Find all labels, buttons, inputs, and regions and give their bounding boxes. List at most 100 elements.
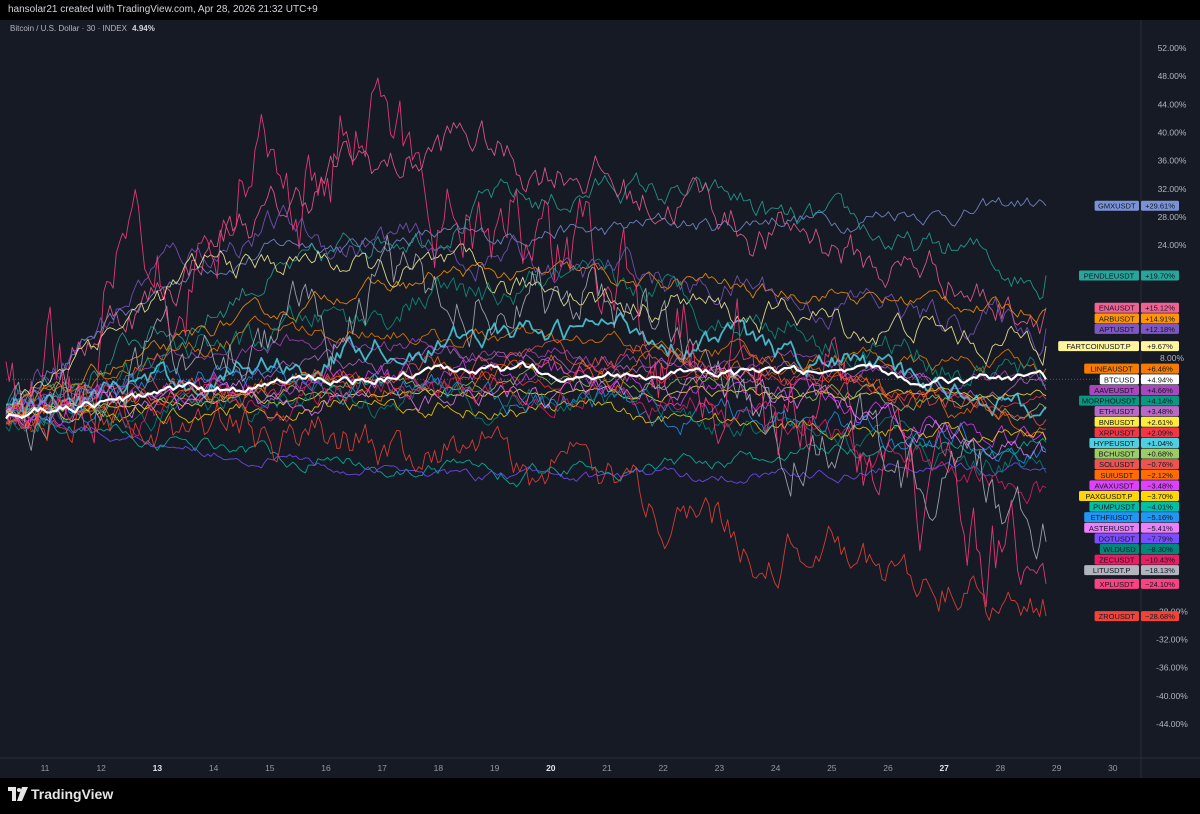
series-value-tag bbox=[1141, 480, 1179, 491]
y-tick-label: 52.00% bbox=[1158, 43, 1187, 53]
series-value-label: −10.43% bbox=[1145, 556, 1175, 565]
series-line-asterusdt[interactable] bbox=[5, 365, 1047, 460]
series-value-label: −5.16% bbox=[1147, 513, 1173, 522]
series-value-tag bbox=[1141, 341, 1179, 352]
series-name-label: BNBUSDT bbox=[1099, 418, 1135, 427]
series-value-tag bbox=[1141, 522, 1179, 533]
series-name-tag bbox=[1094, 302, 1139, 313]
series-line-btcusd[interactable] bbox=[5, 361, 1047, 420]
x-tick-label: 29 bbox=[1052, 763, 1062, 773]
series-name-tag bbox=[1089, 501, 1139, 512]
brand-logo[interactable]: TradingView bbox=[8, 786, 113, 802]
x-tick-label: 17 bbox=[377, 763, 387, 773]
y-tick-label: -36.00% bbox=[1156, 663, 1188, 673]
x-tick-label: 21 bbox=[602, 763, 612, 773]
y-tick-label: 40.00% bbox=[1158, 128, 1187, 138]
series-line-aptusdt[interactable] bbox=[5, 204, 1047, 425]
series-line-aaveusdt[interactable] bbox=[5, 334, 1047, 425]
series-value-tag bbox=[1141, 543, 1179, 554]
series-name-label: PENDLEUSDT bbox=[1084, 271, 1135, 280]
symbol-legend[interactable]: Bitcoin / U.S. Dollar · 30 · INDEX 4.94% bbox=[10, 24, 155, 33]
series-name-label: AVAXUSDT bbox=[1095, 481, 1135, 490]
series-value-label: +19.70% bbox=[1145, 271, 1175, 280]
series-value-label: +4.94% bbox=[1147, 375, 1173, 384]
series-line-suiusdt[interactable] bbox=[5, 345, 1047, 438]
series-line-dotusdt[interactable] bbox=[5, 414, 1047, 484]
series-value-label: +29.61% bbox=[1145, 202, 1175, 211]
series-value-label: −3.48% bbox=[1147, 481, 1173, 490]
series-value-tag bbox=[1141, 313, 1179, 324]
series-name-label: BTCUSD bbox=[1104, 375, 1135, 384]
series-value-label: +9.67% bbox=[1147, 342, 1173, 351]
series-value-label: +2.61% bbox=[1147, 418, 1173, 427]
series-name-tag bbox=[1094, 578, 1139, 589]
series-line-litusdt-p[interactable] bbox=[5, 234, 1047, 560]
series-value-label: +2.09% bbox=[1147, 428, 1173, 437]
series-name-label: SOLUSDT bbox=[1099, 460, 1135, 469]
series-value-label: +3.48% bbox=[1147, 407, 1173, 416]
series-name-tag bbox=[1094, 554, 1139, 565]
series-name-tag bbox=[1084, 512, 1139, 523]
series-value-label: −28.68% bbox=[1145, 612, 1175, 621]
series-name-label: AAVEUSDT bbox=[1094, 386, 1134, 395]
y-tick-label: 44.00% bbox=[1158, 99, 1187, 109]
series-line-enausdt[interactable] bbox=[5, 120, 1047, 429]
y-tick-label: 8.00% bbox=[1160, 353, 1185, 363]
series-line-xrpusdt[interactable] bbox=[5, 364, 1047, 415]
series-name-label: ASTERUSDT bbox=[1089, 524, 1135, 533]
credit-text: hansolar21 created with TradingView.com,… bbox=[8, 4, 318, 15]
x-tick-label: 19 bbox=[490, 763, 500, 773]
series-name-label: DOTUSDT bbox=[1099, 534, 1136, 543]
series-value-label: −2.12% bbox=[1147, 471, 1173, 480]
x-tick-label: 24 bbox=[771, 763, 781, 773]
series-name-tag bbox=[1089, 384, 1139, 395]
series-line-zrousdt[interactable] bbox=[5, 385, 1047, 621]
series-name-label: LITUSDT.P bbox=[1093, 566, 1131, 575]
brand-text: TradingView bbox=[31, 786, 114, 802]
series-value-tag bbox=[1141, 469, 1179, 480]
series-name-tag bbox=[1094, 427, 1139, 438]
series-value-label: +0.68% bbox=[1147, 450, 1173, 459]
y-tick-label: 36.00% bbox=[1158, 156, 1187, 166]
y-tick-label: 32.00% bbox=[1158, 184, 1187, 194]
x-tick-label: 11 bbox=[41, 763, 50, 773]
series-value-label: −7.79% bbox=[1147, 534, 1173, 543]
series-line-zecusdt[interactable] bbox=[5, 374, 1047, 505]
tradingview-logo-icon bbox=[8, 787, 28, 801]
series-name-label: ARBUSDT bbox=[1099, 314, 1135, 323]
series-line-pumpusdt[interactable] bbox=[5, 406, 1047, 488]
series-value-tag bbox=[1141, 501, 1179, 512]
x-tick-label: 13 bbox=[153, 763, 163, 773]
y-tick-label: -44.00% bbox=[1156, 719, 1188, 729]
comparison-chart[interactable]: 52.00% 48.00% 44.00% 40.00% 36.00% 32.00% 28.0… bbox=[0, 0, 1200, 778]
series-line-arbusdt[interactable] bbox=[5, 260, 1047, 413]
series-value-label: −5.41% bbox=[1147, 524, 1173, 533]
x-tick-label: 14 bbox=[209, 763, 219, 773]
series-value-label: −4.01% bbox=[1147, 503, 1173, 512]
series-value-label: +15.12% bbox=[1145, 304, 1175, 313]
series-name-label: ETHFIUSDT bbox=[1091, 513, 1134, 522]
series-line-fartcoinusdt-p[interactable] bbox=[5, 243, 1047, 415]
series-line-morphousdt[interactable] bbox=[5, 258, 1047, 433]
series-name-tag bbox=[1094, 406, 1139, 417]
series-name-tag bbox=[1089, 437, 1139, 448]
series-value-tag bbox=[1141, 427, 1179, 438]
y-tick-label: -40.00% bbox=[1156, 691, 1188, 701]
series-line-lineausdt[interactable] bbox=[5, 315, 1047, 418]
series-name-tag bbox=[1094, 459, 1139, 470]
footer bbox=[0, 778, 1200, 814]
x-tick-label: 23 bbox=[715, 763, 725, 773]
series-name-tag bbox=[1089, 480, 1139, 491]
series-line-xplusdt[interactable] bbox=[5, 77, 1047, 608]
series-line-wldusd[interactable] bbox=[5, 378, 1047, 476]
series-value-tag bbox=[1141, 512, 1179, 523]
series-line-pendleusdt[interactable] bbox=[5, 172, 1047, 410]
series-value-label: +6.46% bbox=[1147, 365, 1173, 374]
x-tick-label: 18 bbox=[434, 763, 444, 773]
series-name-label: ETHUSDT bbox=[1099, 407, 1135, 416]
x-tick-label: 30 bbox=[1108, 763, 1118, 773]
series-value-tag bbox=[1141, 437, 1179, 448]
series-line-ethfiusdt[interactable] bbox=[5, 364, 1047, 464]
series-name-label: ZECUSDT bbox=[1099, 556, 1135, 565]
x-tick-label: 12 bbox=[96, 763, 106, 773]
